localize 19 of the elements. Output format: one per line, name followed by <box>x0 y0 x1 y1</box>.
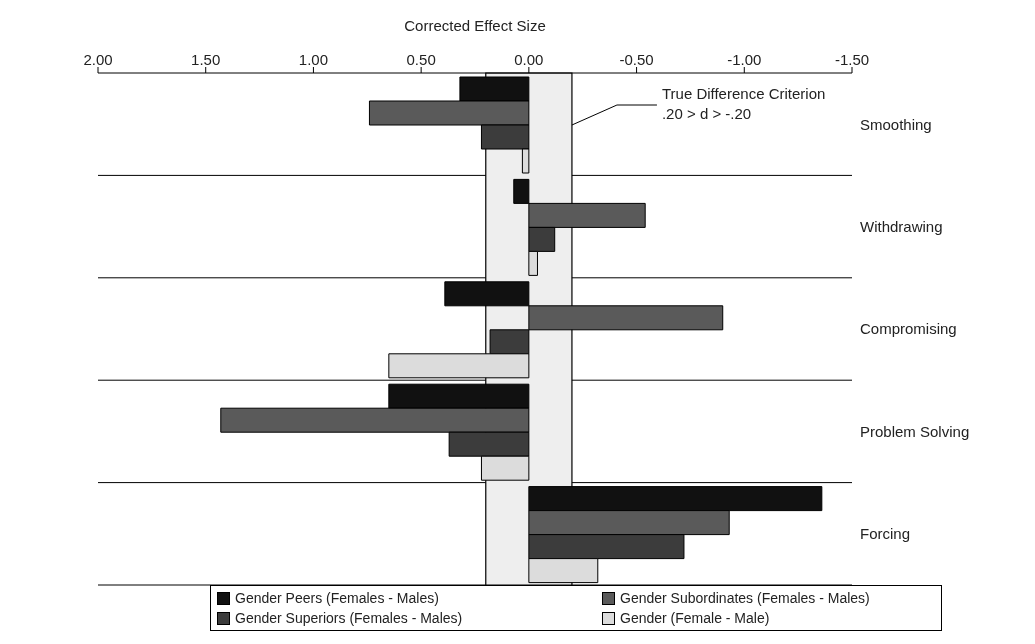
legend-label: Gender Superiors (Females - Males) <box>234 609 464 628</box>
x-tick-label: 2.00 <box>83 51 113 68</box>
y-tick-label: Forcing <box>860 525 911 543</box>
x-tick-label: -1.50 <box>834 51 870 68</box>
x-tick-label: 0.00 <box>514 51 544 68</box>
x-tick-label: 1.50 <box>191 51 221 68</box>
x-axis-title: Corrected Effect Size <box>404 16 546 34</box>
legend-label: Gender Peers (Females - Males) <box>234 589 440 608</box>
legend-label: Gender (Female - Male) <box>619 609 771 628</box>
x-tick-label: 0.50 <box>406 51 436 68</box>
x-tick-label: -0.50 <box>619 51 654 68</box>
band-label: True Difference Criterion .20 > d > -.20 <box>661 85 826 122</box>
y-tick-label: Problem Solving <box>860 422 970 440</box>
x-tick-label: -1.00 <box>727 51 762 68</box>
legend-label: Gender Subordinates (Females - Males) <box>619 589 871 608</box>
y-tick-label: Withdrawing <box>860 217 943 235</box>
y-tick-label: Smoothing <box>860 115 932 133</box>
y-tick-label: Compromising <box>860 320 957 338</box>
x-tick-label: 1.00 <box>298 51 329 68</box>
